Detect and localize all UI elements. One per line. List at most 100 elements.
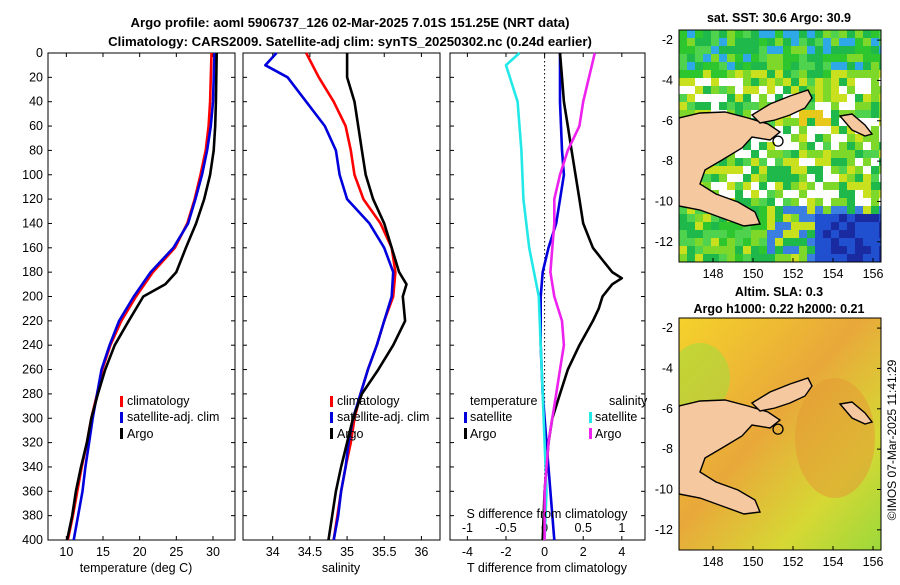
sst-cell <box>815 230 823 238</box>
sst-cell <box>799 222 807 230</box>
sst-cell <box>775 166 783 174</box>
sst-cell <box>775 38 783 46</box>
sst-cell <box>775 214 783 222</box>
sst-cell <box>863 158 871 166</box>
sst-cell <box>871 46 879 54</box>
sst-cell <box>799 134 807 142</box>
sst-cell <box>719 166 727 174</box>
sst-cell <box>815 70 823 78</box>
sst-cell <box>735 62 743 70</box>
sst-cell <box>775 174 783 182</box>
sst-cell <box>703 214 711 222</box>
sst-cell <box>743 62 751 70</box>
sst-cell <box>831 46 839 54</box>
land-mass <box>750 377 813 412</box>
sst-cell <box>767 78 775 86</box>
sst-cell <box>767 86 775 94</box>
sst-cell <box>879 142 881 150</box>
sst-cell <box>703 30 711 38</box>
sst-cell <box>831 182 839 190</box>
sst-cell <box>695 254 703 262</box>
sst-cell <box>815 206 823 214</box>
sst-cell <box>679 38 687 46</box>
sst-cell <box>791 206 799 214</box>
y-tick-label: 160 <box>22 241 43 255</box>
sst-cell <box>767 30 775 38</box>
sst-cell <box>839 206 847 214</box>
sst-cell <box>807 102 815 110</box>
sst-cell <box>847 262 855 270</box>
sst-cell <box>839 150 847 158</box>
sst-cell <box>727 238 735 246</box>
sst-cell <box>735 158 743 166</box>
temperature-axes: 0 20 40 60 80 100 120 140 160 180 200 220 240 260 280 3… <box>22 46 236 559</box>
header-line1: Argo profile: aoml 5906737_126 02-Mar-20… <box>130 15 569 30</box>
sst-cell <box>847 222 855 230</box>
sst-cell <box>727 38 735 46</box>
sst-cell <box>783 86 791 94</box>
legend-swatch-satellite <box>120 412 123 423</box>
sst-cell <box>751 254 759 262</box>
sst-cell <box>839 166 847 174</box>
map-y-tick-label: -6 <box>662 114 673 128</box>
sst-cell <box>815 166 823 174</box>
sst-cell <box>711 246 719 254</box>
sst-cell <box>679 214 687 222</box>
y-tick-label: 320 <box>22 436 43 450</box>
sst-cell <box>799 190 807 198</box>
sst-cell <box>767 246 775 254</box>
sst-cell <box>799 126 807 134</box>
sst-cell <box>831 102 839 110</box>
sst-cell <box>871 54 879 62</box>
sst-cell <box>823 30 831 38</box>
sst-cell <box>855 238 863 246</box>
sst-cell <box>815 222 823 230</box>
sst-cell <box>855 174 863 182</box>
sst-cell <box>791 166 799 174</box>
sst-cell <box>791 174 799 182</box>
sst-cell <box>759 198 767 206</box>
sst-cell <box>727 246 735 254</box>
sst-cell <box>695 238 703 246</box>
map-x-tick-label: 156 <box>863 555 884 569</box>
sst-cell <box>831 78 839 86</box>
sst-cell <box>823 94 831 102</box>
sst-cell <box>727 54 735 62</box>
sst-cell <box>727 158 735 166</box>
y-tick-label: 280 <box>22 387 43 401</box>
sst-cell <box>799 238 807 246</box>
series-line-satellite-s <box>504 52 548 541</box>
sst-cell <box>719 222 727 230</box>
sst-cell <box>871 246 879 254</box>
sst-cell <box>855 150 863 158</box>
sst-cell <box>743 86 751 94</box>
sst-cell <box>719 158 727 166</box>
sst-cell <box>767 230 775 238</box>
series-line-satellite-t <box>539 53 566 541</box>
top-x-tick-label: 1 <box>618 521 625 535</box>
sst-cell <box>879 190 881 198</box>
sst-cell <box>847 142 855 150</box>
sst-cell <box>847 254 855 262</box>
sst-cell <box>791 150 799 158</box>
sst-cell <box>703 230 711 238</box>
sst-cell <box>767 54 775 62</box>
sst-cell <box>727 230 735 238</box>
map-body <box>679 30 881 270</box>
sst-cell <box>799 78 807 86</box>
sst-cell <box>711 38 719 46</box>
sst-cell <box>807 62 815 70</box>
sst-cell <box>711 166 719 174</box>
sst-cell <box>879 118 881 126</box>
sst-cell <box>855 134 863 142</box>
x-tick-label: 20 <box>133 545 147 559</box>
sst-cell <box>719 46 727 54</box>
sst-cell <box>751 190 759 198</box>
sst-cell <box>871 38 879 46</box>
sst-cell <box>751 150 759 158</box>
sst-cell <box>823 78 831 86</box>
sst-cell <box>759 46 767 54</box>
sst-cell <box>799 214 807 222</box>
sst-cell <box>807 182 815 190</box>
sst-cell <box>783 54 791 62</box>
